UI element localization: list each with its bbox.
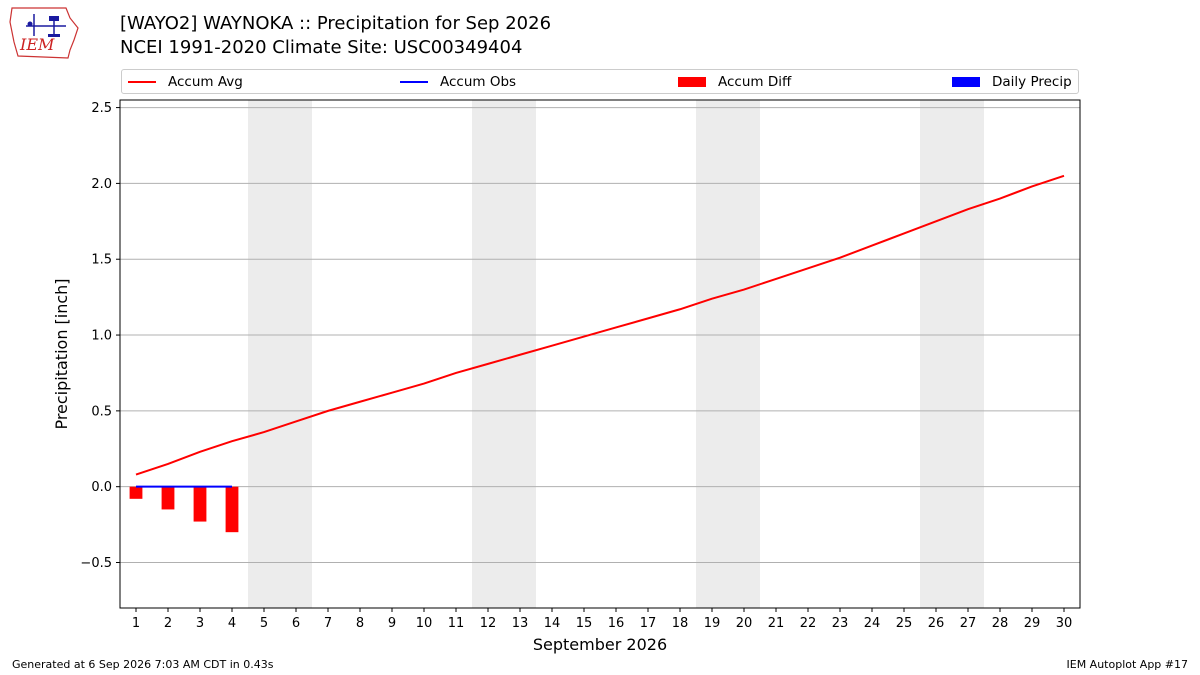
plot-frame <box>119 99 1081 609</box>
legend-label-accum-diff: Accum Diff <box>718 74 792 90</box>
x-tick-label: 14 <box>544 616 561 631</box>
legend-item-daily-precip: Daily Precip <box>952 74 1072 90</box>
footer-generated-text: Generated at 6 Sep 2026 7:03 AM CDT in 0… <box>12 658 274 671</box>
y-tick-label: 2.5 <box>91 101 112 116</box>
x-tick-label: 27 <box>960 616 977 631</box>
weekend-shade-3 <box>696 100 760 608</box>
legend-label-daily-precip: Daily Precip <box>992 74 1072 90</box>
bar-accum-diff-day-1 <box>129 486 143 499</box>
x-tick-label: 24 <box>864 616 881 631</box>
weekend-shade-4 <box>920 100 984 608</box>
chart-title-line2: NCEI 1991-2020 Climate Site: USC00349404 <box>120 37 523 58</box>
x-tick-label: 10 <box>416 616 433 631</box>
chart-legend: Accum Avg Accum Obs Accum Diff Daily Pre… <box>121 69 1079 94</box>
x-tick-label: 17 <box>640 616 657 631</box>
legend-item-accum-avg: Accum Avg <box>128 74 243 90</box>
legend-swatch-accum-obs <box>400 81 428 83</box>
legend-swatch-accum-avg <box>128 81 156 83</box>
y-tick-label: 1.5 <box>91 253 112 268</box>
y-tick-label: 0.0 <box>91 480 112 495</box>
x-tick-label: 6 <box>292 616 300 631</box>
y-tick-label: 1.0 <box>91 329 112 344</box>
x-tick-label: 15 <box>576 616 593 631</box>
x-tick-label: 23 <box>832 616 849 631</box>
chart-title-line1: [WAYO2] WAYNOKA :: Precipitation for Sep… <box>120 13 552 34</box>
x-tick-label: 13 <box>512 616 529 631</box>
bar-accum-diff-day-2 <box>161 486 175 510</box>
x-tick-label: 8 <box>356 616 364 631</box>
chart-title: [WAYO2] WAYNOKA :: Precipitation for Sep… <box>120 12 551 60</box>
legend-label-accum-avg: Accum Avg <box>168 74 243 90</box>
x-tick-label: 26 <box>928 616 945 631</box>
x-tick-label: 3 <box>196 616 204 631</box>
x-tick-label: 30 <box>1056 616 1073 631</box>
x-tick-label: 1 <box>132 616 140 631</box>
x-tick-label: 25 <box>896 616 913 631</box>
logo-text: IEM <box>19 35 55 54</box>
y-tick-label: 0.5 <box>91 404 112 419</box>
x-tick-label: 16 <box>608 616 625 631</box>
x-tick-label: 29 <box>1024 616 1041 631</box>
iem-iowa-logo-icon: IEM <box>9 7 79 59</box>
y-axis-label: Precipitation [inch] <box>52 278 71 429</box>
bar-accum-diff-day-3 <box>193 486 207 522</box>
weekend-shade-1 <box>248 100 312 608</box>
weekend-shade-2 <box>472 100 536 608</box>
x-tick-label: 21 <box>768 616 785 631</box>
legend-label-accum-obs: Accum Obs <box>440 74 517 90</box>
x-tick-label: 2 <box>164 616 172 631</box>
x-axis-label: September 2026 <box>533 635 667 654</box>
legend-swatch-accum-diff <box>678 77 706 87</box>
x-tick-label: 5 <box>260 616 268 631</box>
y-tick-label: −0.5 <box>80 556 112 571</box>
x-tick-label: 7 <box>324 616 332 631</box>
x-tick-label: 28 <box>992 616 1009 631</box>
x-tick-label: 20 <box>736 616 753 631</box>
legend-swatch-daily-precip <box>952 77 980 87</box>
bar-accum-diff-day-4 <box>225 486 239 533</box>
legend-item-accum-obs: Accum Obs <box>400 74 516 90</box>
y-tick-label: 2.0 <box>91 177 112 192</box>
x-tick-label: 18 <box>672 616 689 631</box>
x-tick-label: 12 <box>480 616 497 631</box>
legend-item-accum-diff: Accum Diff <box>678 74 791 90</box>
x-tick-label: 11 <box>448 616 465 631</box>
x-tick-label: 19 <box>704 616 721 631</box>
series-line-accum-avg <box>135 174 1065 476</box>
x-tick-label: 22 <box>800 616 817 631</box>
x-tick-label: 4 <box>228 616 236 631</box>
x-tick-label: 9 <box>388 616 396 631</box>
iem-logo: IEM <box>8 6 82 60</box>
footer-app-text: IEM Autoplot App #17 <box>1066 658 1189 671</box>
